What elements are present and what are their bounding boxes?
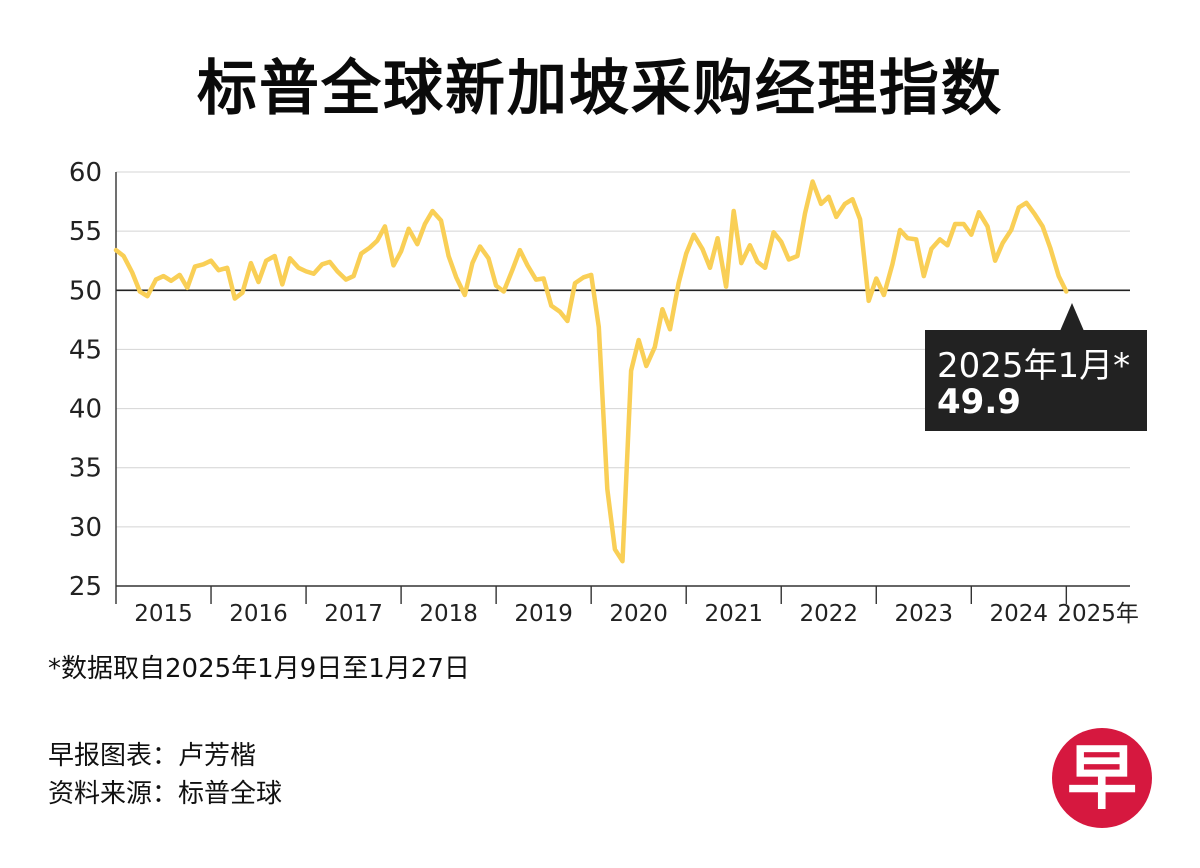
x-tick-label: 2022 <box>799 601 858 627</box>
credits: 早报图表：卢芳楷 资料来源：标普全球 <box>48 737 282 813</box>
x-tick-label: 2015 <box>134 601 193 627</box>
grid-lines <box>116 171 1130 528</box>
x-tick-label: 2023 <box>895 601 954 627</box>
y-tick-label: 30 <box>69 513 102 543</box>
axes <box>115 172 1130 587</box>
x-tick-label: 2021 <box>704 601 763 627</box>
series-layer <box>113 179 1069 564</box>
callout-label: 2025年1月* <box>937 346 1131 386</box>
x-axis-ticks: 2015 2016 2017 2018 2019 2020 2021 2022 2023 2024… <box>115 586 1139 627</box>
latest-value-callout: 2025年1月* 49.9 <box>925 330 1147 431</box>
x-tick-label: 2018 <box>419 601 478 627</box>
chart-title: 标普全球新加坡采购经理指数 <box>197 54 1003 124</box>
x-tick-label: 2016 <box>229 601 288 627</box>
chart-credit: 早报图表：卢芳楷 <box>48 741 257 771</box>
pmi-series-line <box>113 179 1069 564</box>
zaobao-logo-icon: 早 <box>1052 728 1152 828</box>
x-tick-label: 2025年 <box>1057 601 1139 627</box>
x-tick-label: 2024 <box>990 601 1049 627</box>
source-credit: 资料来源：标普全球 <box>48 779 283 809</box>
x-tick-label: 2017 <box>324 601 383 627</box>
y-tick-label: 35 <box>69 454 102 484</box>
y-axis-ticks: 25 30 35 40 45 50 55 60 <box>69 158 102 602</box>
x-tick-label: 2019 <box>514 601 573 627</box>
y-tick-label: 55 <box>69 217 102 247</box>
footnote: *数据取自2025年1月9日至1月27日 <box>48 654 470 684</box>
y-tick-label: 40 <box>69 395 102 425</box>
y-tick-label: 60 <box>69 158 102 188</box>
callout-pointer <box>1060 303 1084 331</box>
callout-value: 49.9 <box>937 382 1021 422</box>
pmi-line-chart: 25 30 35 40 45 50 55 60 2015 2016 2017 2018 2019 202… <box>69 158 1139 627</box>
x-tick-label: 2020 <box>609 601 668 627</box>
y-tick-label: 50 <box>69 276 102 306</box>
y-tick-label: 45 <box>69 335 102 365</box>
y-tick-label: 25 <box>69 572 102 602</box>
